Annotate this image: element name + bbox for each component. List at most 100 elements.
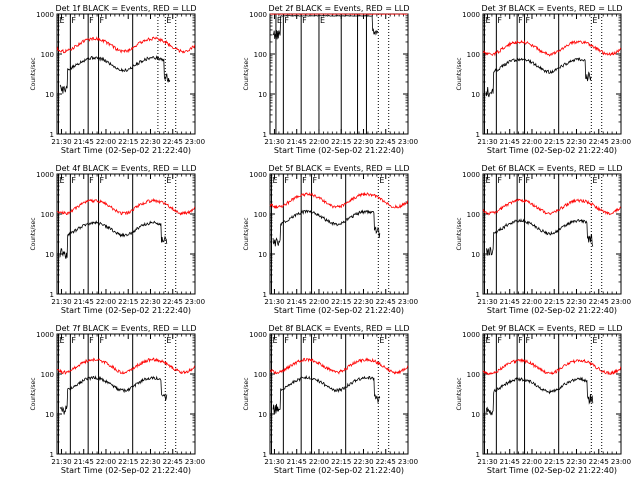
panel-chart-svg: Det 3f BLACK = Events, RED = LLD 1 10 100 10… [456, 4, 631, 155]
y-axis-label: Counts/sec [456, 377, 463, 410]
y-tick-label: 100 [41, 371, 54, 379]
y-tick-label: 100 [254, 371, 267, 379]
detector-panel: Det 4f BLACK = Events, RED = LLD 1 10 100 10… [0, 160, 213, 320]
x-tick-label: 23:00 [185, 298, 205, 306]
x-tick-label: 21:30 [264, 298, 284, 306]
flag-letter: F [526, 16, 531, 25]
detector-panel: Det 3f BLACK = Events, RED = LLD 1 10 100 10… [426, 0, 639, 160]
detector-panel: Det 5f BLACK = Events, RED = LLD 1 10 100 10… [213, 160, 426, 320]
x-tick-label: 21:30 [477, 458, 497, 466]
y-tick-label: 1000 [249, 331, 267, 339]
x-tick-label: 22:00 [309, 298, 329, 306]
x-axis-label: Start Time (02-Sep-02 21:22:40) [274, 146, 404, 155]
x-tick-label: 21:30 [264, 138, 284, 146]
x-tick-label: 22:15 [544, 298, 564, 306]
detector-panel: Det 1f BLACK = Events, RED = LLD 1 10 100 10… [0, 0, 213, 160]
flag-letter: F [518, 16, 523, 25]
x-tick-label: 22:30 [140, 138, 160, 146]
y-axis-label: Counts/sec [243, 377, 250, 410]
flag-letter: F [284, 16, 289, 25]
y-tick-label: 1 [263, 131, 267, 139]
x-tick-label: 22:15 [544, 458, 564, 466]
panel-chart-svg: Det 5f BLACK = Events, RED = LLD 1 10 100 10… [243, 164, 418, 315]
flag-letter: E [166, 16, 171, 25]
flag-letter: F [497, 336, 502, 345]
series-line-events [485, 57, 592, 98]
y-tick-label: 1 [263, 291, 267, 299]
y-axis-label: Counts/sec [456, 57, 463, 90]
series-line-events [59, 375, 168, 415]
flag-letter: F [313, 176, 318, 185]
panel-title: Det 6f BLACK = Events, RED = LLD [481, 164, 622, 173]
x-tick-label: 22:45 [163, 138, 183, 146]
plot-frame [56, 13, 196, 135]
series-line-lld [56, 357, 196, 375]
x-tick-label: 22:30 [353, 458, 373, 466]
y-tick-label: 10 [258, 411, 267, 419]
panel-chart-svg: Det 7f BLACK = Events, RED = LLD 1 10 100 10… [30, 324, 205, 475]
flag-letter: F [302, 176, 307, 185]
x-tick-label: 22:30 [566, 298, 586, 306]
y-tick-label: 100 [254, 51, 267, 59]
x-tick-label: 21:45 [500, 298, 520, 306]
plot-frame [56, 173, 196, 295]
detector-panel: Det 8f BLACK = Events, RED = LLD 1 10 100 10… [213, 320, 426, 480]
y-axis-label: Counts/sec [243, 57, 250, 90]
series-line-lld [56, 36, 196, 54]
x-tick-label: 22:15 [331, 458, 351, 466]
panel-chart-svg: Det 6f BLACK = Events, RED = LLD 1 10 100 10… [456, 164, 631, 315]
x-tick-label: 22:15 [331, 298, 351, 306]
x-tick-label: 22:30 [566, 138, 586, 146]
x-tick-label: 21:30 [51, 138, 71, 146]
flag-letter: E [320, 16, 325, 25]
y-axis-label: Counts/sec [30, 57, 37, 90]
flag-letter: E [272, 336, 277, 345]
y-tick-label: 10 [258, 91, 267, 99]
detector-panel: Det 2f BLACK = Events, RED = LLD 1 10 100 10… [213, 0, 426, 160]
y-tick-label: 10 [471, 411, 480, 419]
series-line-events [59, 220, 168, 259]
panel-chart-svg: Det 4f BLACK = Events, RED = LLD 1 10 100 10… [30, 164, 205, 315]
x-tick-label: 22:30 [140, 458, 160, 466]
flag-letter: E [485, 16, 490, 25]
x-tick-label: 22:30 [140, 298, 160, 306]
y-tick-label: 100 [467, 371, 480, 379]
x-tick-label: 22:00 [309, 138, 329, 146]
x-tick-label: 21:45 [500, 458, 520, 466]
y-tick-label: 1 [476, 451, 480, 459]
x-axis-label: Start Time (02-Sep-02 21:22:40) [274, 466, 404, 475]
x-tick-label: 22:15 [118, 298, 138, 306]
y-tick-label: 10 [258, 251, 267, 259]
flag-letter: E [59, 336, 64, 345]
flag-letter: E [166, 336, 171, 345]
y-tick-label: 1 [50, 291, 54, 299]
y-tick-label: 1 [50, 131, 54, 139]
flag-letter: F [100, 16, 105, 25]
flag-letter: E [59, 16, 64, 25]
x-tick-label: 21:45 [287, 298, 307, 306]
y-tick-label: 100 [467, 51, 480, 59]
series-line-lld [482, 39, 622, 57]
y-tick-label: 100 [254, 211, 267, 219]
x-tick-label: 22:30 [566, 458, 586, 466]
y-tick-label: 1000 [36, 331, 54, 339]
flag-letter: F [302, 16, 307, 25]
flag-letter: E [277, 16, 282, 25]
x-tick-label: 21:45 [500, 138, 520, 146]
x-tick-label: 21:30 [264, 458, 284, 466]
x-axis-label: Start Time (02-Sep-02 21:22:40) [487, 466, 617, 475]
x-tick-label: 23:00 [398, 298, 418, 306]
x-tick-label: 23:00 [185, 458, 205, 466]
y-tick-label: 10 [45, 411, 54, 419]
x-tick-label: 22:45 [589, 138, 609, 146]
x-tick-label: 22:45 [163, 298, 183, 306]
x-axis-label: Start Time (02-Sep-02 21:22:40) [61, 306, 191, 315]
plot-frame [56, 333, 196, 455]
x-tick-label: 22:45 [589, 298, 609, 306]
x-tick-label: 22:00 [522, 458, 542, 466]
y-tick-label: 100 [41, 211, 54, 219]
plot-frame [269, 13, 409, 135]
panel-title: Det 2f BLACK = Events, RED = LLD [268, 4, 409, 13]
flag-letter: F [497, 176, 502, 185]
x-tick-label: 21:45 [287, 458, 307, 466]
